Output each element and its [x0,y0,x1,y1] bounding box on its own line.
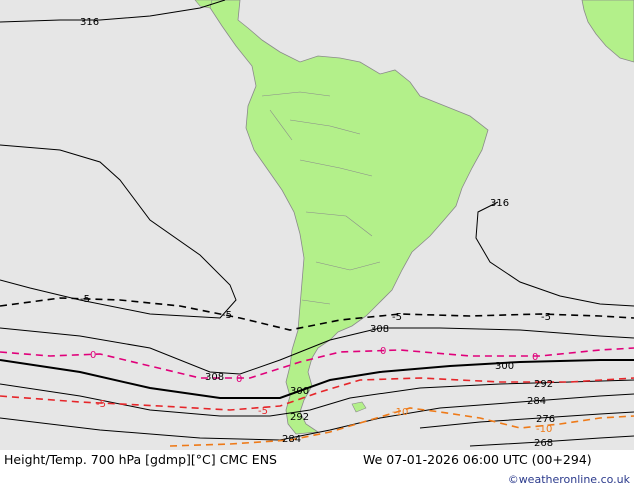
label-276: 276 [536,414,555,425]
contour-300 [0,359,634,399]
contour-labels: 316 316 308 308 300 300 292 292 284 284 … [80,17,555,449]
contour-316-east [475,201,634,307]
forecast-datetime: We 07-01-2026 06:00 UTC (00+294) [363,452,592,467]
label-292-a: 292 [534,379,553,390]
label-268: 268 [534,438,553,449]
label-temp-minus5-b: -5 [222,310,232,321]
south-america-landmass [204,0,489,435]
label-284-b: 284 [282,434,301,445]
country-borders [261,91,381,305]
height-contours [0,0,634,447]
label-308-a: 308 [370,324,389,335]
contour-316-north [0,0,226,23]
label-temp-plus5-a: -5 [96,399,106,410]
label-300-b: 300 [290,386,309,397]
contour-268 [469,435,634,447]
isotherm-minus10 [169,407,634,447]
contour-308 [0,327,634,375]
label-temp-zero-b: 0 [236,374,242,385]
label-temp-zero-d: 0 [532,352,538,363]
label-temp-plus10-a: -10 [392,407,408,418]
contour-292 [0,379,634,417]
contour-276 [419,411,634,429]
isotherms [0,297,634,447]
label-292-b: 292 [290,412,309,423]
africa-landmass [581,0,634,63]
map-title: Height/Temp. 700 hPa [gdmp][°C] CMC ENS [4,452,277,467]
label-temp-minus5-a: -5 [80,294,90,305]
isotherm-zero [0,347,634,379]
label-temp-minus5-c: -5 [392,312,402,323]
contour-284 [0,393,634,441]
isotherm-minus5-south [0,377,634,411]
isotherm-minus5 [0,297,634,331]
label-temp-zero-c: 0 [380,346,386,357]
label-284-a: 284 [527,396,546,407]
label-temp-zero-a: 0 [90,350,96,361]
label-308-b: 308 [205,372,224,383]
label-temp-plus10-b: -10 [536,424,552,435]
falkland-islands [351,401,367,413]
label-300-a: 300 [495,361,514,372]
label-temp-minus5-d: -5 [541,312,551,323]
contour-316-west-trough [0,144,237,319]
label-316-b: 316 [490,198,509,209]
credit-link[interactable]: ©weatheronline.co.uk [507,473,630,486]
label-316-a: 316 [80,17,99,28]
footer-background [0,450,634,490]
label-temp-plus5-b: -5 [258,406,268,417]
